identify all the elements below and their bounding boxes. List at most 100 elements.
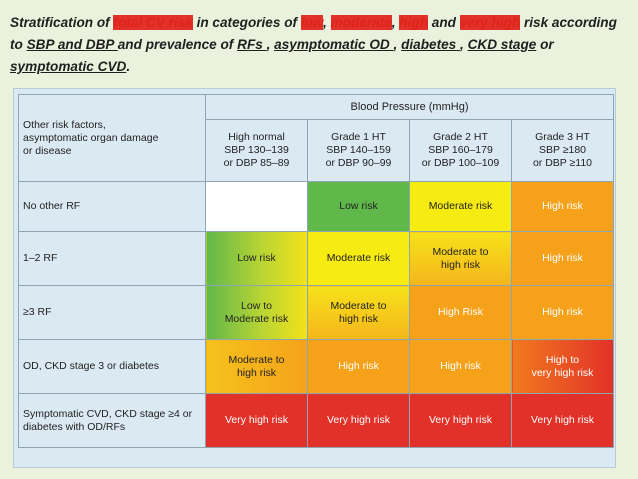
risk-cell: Moderate risk: [307, 231, 410, 286]
risk-text: Moderate to: [330, 299, 387, 312]
slide-caption: Stratification of total CV risk in categ…: [10, 12, 630, 78]
risk-text: Moderate risk: [428, 200, 493, 212]
risk-cell: High risk: [409, 339, 512, 394]
column-header-line: SBP 130–139: [224, 144, 289, 156]
corner-line: asymptomatic organ damage: [23, 131, 159, 144]
caption-diabetes: diabetes: [401, 37, 461, 52]
risk-text: High risk: [542, 306, 583, 318]
caption-very-high: very high: [459, 15, 521, 30]
column-header-line: Grade 2 HT: [433, 131, 488, 143]
risk-cell: [205, 181, 308, 232]
risk-cell: Moderate risk: [409, 181, 512, 232]
caption-sbp-dbp: SBP and DBP: [26, 37, 118, 52]
risk-cell: Moderate to high risk: [307, 285, 410, 340]
column-header-line: Grade 1 HT: [331, 131, 386, 143]
caption-text: ,: [460, 37, 468, 52]
caption-text: ,: [266, 37, 275, 52]
table-row: Symptomatic CVD, CKD stage ≥4 or diabete…: [18, 393, 614, 448]
caption-text: and prevalence of: [117, 37, 238, 52]
risk-text: Moderate to: [228, 353, 285, 366]
column-header-line: Grade 3 HT: [535, 131, 590, 143]
risk-cell: High risk: [511, 181, 614, 232]
risk-cell: High risk: [511, 231, 614, 286]
column-header-line: SBP 140–159: [326, 144, 391, 156]
risk-text: High risk: [440, 360, 481, 372]
caption-total-cv-risk: total CV risk: [113, 15, 193, 30]
caption-text: ,: [391, 15, 400, 30]
row-label-no-other-rf: No other RF: [18, 181, 206, 232]
risk-text: high risk: [236, 366, 277, 379]
table-row: No other RF Low risk Moderate risk High …: [18, 181, 614, 232]
risk-text: Moderate to: [432, 245, 489, 258]
caption-high: high: [399, 15, 429, 30]
table-row: OD, CKD stage 3 or diabetes Moderate to …: [18, 339, 614, 394]
column-header-high-normal: High normal SBP 130–139 or DBP 85–89: [205, 119, 308, 182]
column-header-line: or DBP ≥110: [532, 157, 593, 169]
caption-text: ,: [322, 15, 331, 30]
row-label-line: diabetes with OD/RFs: [23, 420, 126, 433]
risk-text: Very high risk: [530, 414, 595, 426]
risk-text: Moderate risk: [326, 252, 391, 264]
column-header-grade-2: Grade 2 HT SBP 160–179 or DBP 100–109: [409, 119, 512, 182]
row-label-symptomatic-cvd: Symptomatic CVD, CKD stage ≥4 or diabete…: [18, 393, 206, 448]
risk-text: high risk: [338, 312, 379, 325]
row-label-line: 1–2 RF: [23, 252, 58, 264]
caption-rfs: RFs: [237, 37, 267, 52]
risk-cell: Low risk: [205, 231, 308, 286]
corner-header: Other risk factors, asymptomatic organ d…: [18, 94, 206, 182]
risk-cell: High Risk: [409, 285, 512, 340]
caption-low: low: [300, 15, 323, 30]
column-header-line: SBP ≥180: [538, 144, 587, 156]
caption-text: and: [428, 15, 460, 30]
column-header-grade-3: Grade 3 HT SBP ≥180 or DBP ≥110: [511, 119, 614, 182]
caption-text: risk according to: [10, 15, 617, 52]
risk-text: High Risk: [438, 306, 483, 318]
row-label-line: Symptomatic CVD, CKD stage ≥4 or: [23, 407, 193, 420]
caption-ckd-stage: CKD stage: [467, 37, 537, 52]
risk-cell: Moderate to high risk: [409, 231, 512, 286]
corner-line: or disease: [23, 144, 72, 157]
caption-text: ,: [393, 37, 402, 52]
risk-table-frame: Other risk factors, asymptomatic organ d…: [13, 88, 616, 468]
caption-text: Stratification of: [10, 15, 114, 30]
column-header-line: High normal: [228, 131, 285, 143]
risk-text: Very high risk: [326, 414, 391, 426]
risk-stratification-table: Other risk factors, asymptomatic organ d…: [18, 94, 614, 448]
row-label-line: ≥3 RF: [23, 306, 52, 318]
risk-cell: Very high risk: [409, 393, 512, 448]
row-label-line: No other RF: [23, 200, 81, 212]
risk-text: Very high risk: [428, 414, 493, 426]
risk-cell: Very high risk: [307, 393, 410, 448]
risk-text: Very high risk: [224, 414, 289, 426]
risk-cell: Moderate to high risk: [205, 339, 308, 394]
caption-text: in categories of: [192, 15, 301, 30]
table-row: 1–2 RF Low risk Moderate risk Moderate t…: [18, 231, 614, 286]
risk-text: High to: [545, 353, 580, 366]
blood-pressure-header: Blood Pressure (mmHg): [205, 94, 614, 120]
caption-text: .: [126, 59, 131, 74]
risk-text: Moderate risk: [224, 312, 289, 325]
column-header-line: or DBP 100–109: [421, 157, 500, 169]
row-label-line: OD, CKD stage 3 or diabetes: [23, 360, 159, 372]
column-header-line: SBP 160–179: [428, 144, 493, 156]
risk-text: High risk: [338, 360, 379, 372]
risk-cell: High risk: [511, 285, 614, 340]
caption-text: or: [536, 37, 554, 52]
risk-text: high risk: [440, 258, 481, 271]
risk-cell: High to very high risk: [511, 339, 614, 394]
risk-text: Low to: [241, 299, 272, 312]
caption-symptomatic-cvd: symptomatic CVD: [10, 59, 127, 74]
risk-text: very high risk: [531, 366, 594, 379]
caption-moderate: moderate: [330, 15, 392, 30]
column-header-grade-1: Grade 1 HT SBP 140–159 or DBP 90–99: [307, 119, 410, 182]
risk-text: High risk: [542, 252, 583, 264]
risk-cell: High risk: [307, 339, 410, 394]
risk-cell: Very high risk: [205, 393, 308, 448]
risk-cell: Low risk: [307, 181, 410, 232]
corner-line: Other risk factors,: [23, 118, 106, 131]
risk-text: Low risk: [339, 200, 378, 212]
risk-text: High risk: [542, 200, 583, 212]
caption-asymptomatic-od: asymptomatic OD: [274, 37, 394, 52]
table-row: ≥3 RF Low to Moderate risk Moderate to h…: [18, 285, 614, 340]
row-label-3-rf: ≥3 RF: [18, 285, 206, 340]
